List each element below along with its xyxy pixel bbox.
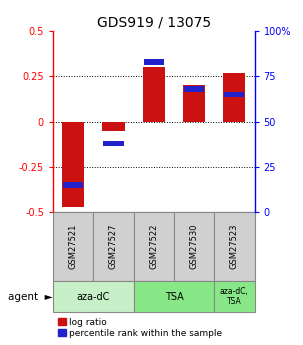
Bar (102, 122, 125, 131)
Text: GSM27521: GSM27521 (69, 224, 78, 269)
Bar (53, 212, 93, 281)
Text: TSA: TSA (165, 292, 183, 302)
Bar (223, 73, 245, 122)
Bar (134, 212, 174, 281)
Text: GSM27522: GSM27522 (149, 224, 158, 269)
Bar (144, 59, 164, 65)
Bar (63, 182, 83, 188)
Bar (214, 212, 255, 281)
Bar (62, 122, 84, 207)
Bar (214, 281, 255, 312)
Bar (184, 86, 204, 92)
Bar (143, 67, 165, 122)
Bar (53, 281, 134, 312)
Text: GSM27527: GSM27527 (109, 224, 118, 269)
Text: GSM27523: GSM27523 (230, 224, 239, 269)
Bar (103, 141, 124, 146)
Text: agent  ►: agent ► (8, 292, 53, 302)
Title: GDS919 / 13075: GDS919 / 13075 (97, 16, 211, 30)
Bar (93, 212, 134, 281)
Text: aza-dC,
TSA: aza-dC, TSA (220, 287, 249, 306)
Text: aza-dC: aza-dC (77, 292, 110, 302)
Bar (134, 281, 214, 312)
Legend: log ratio, percentile rank within the sample: log ratio, percentile rank within the sa… (58, 317, 223, 339)
Bar (183, 86, 205, 122)
Text: GSM27530: GSM27530 (190, 224, 198, 269)
Bar (174, 212, 214, 281)
Bar (224, 92, 245, 97)
